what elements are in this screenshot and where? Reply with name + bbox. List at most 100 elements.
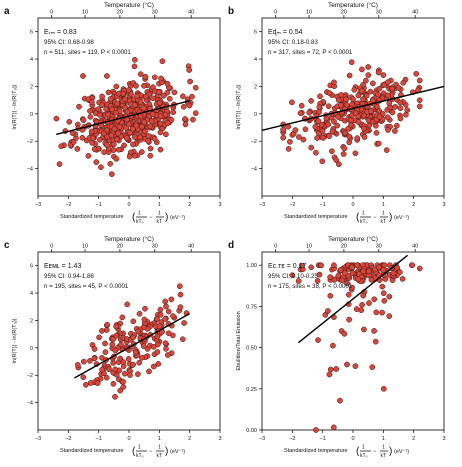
data-point — [416, 77, 423, 84]
stats-line: Eᴇᴍʟ = 1.43 — [44, 263, 81, 270]
data-point — [366, 300, 372, 306]
data-point — [147, 145, 154, 152]
x-tick-label: 1 — [382, 202, 385, 208]
data-point — [96, 136, 103, 143]
top-tick-label: 30 — [376, 244, 382, 250]
data-point — [142, 305, 148, 312]
data-point — [135, 371, 141, 377]
y-tick-label: 6 — [30, 30, 33, 36]
x-axis-label: Standardized temperature — [60, 214, 124, 220]
data-point — [334, 122, 341, 129]
data-point — [320, 135, 327, 141]
data-point — [66, 118, 73, 125]
data-point — [135, 328, 142, 335]
x-tick-label: 0 — [351, 202, 354, 208]
data-point — [371, 296, 378, 303]
data-point — [162, 298, 169, 305]
x-axis-fraction-numerator: 1 — [362, 211, 365, 217]
x-axis-fraction-numerator: 1 — [158, 211, 161, 217]
data-point — [306, 109, 313, 116]
data-point — [350, 96, 356, 103]
data-point — [88, 128, 95, 135]
data-point — [157, 129, 164, 136]
top-tick-label: 30 — [376, 10, 382, 16]
data-point — [115, 90, 122, 97]
x-axis-fraction-numerator: 1 — [382, 211, 385, 217]
top-tick-label: 20 — [341, 10, 347, 16]
y-tick-label: 4 — [254, 57, 257, 63]
data-point — [157, 113, 164, 120]
x-tick-label: −3 — [259, 202, 265, 208]
data-point — [104, 73, 110, 79]
x-tick-label: 3 — [442, 202, 445, 208]
data-point — [120, 384, 127, 390]
stats-line: n = 175, sites = 38, P < 0.0001 — [268, 283, 353, 290]
x-axis-fraction-denominator: kT₀ — [360, 219, 368, 225]
y-tick-label: 6 — [30, 264, 33, 270]
data-point — [361, 112, 367, 119]
data-point — [319, 158, 326, 165]
data-point — [376, 113, 383, 120]
x-axis-fraction-denominator: kT₀ — [136, 453, 144, 459]
regression-line — [261, 85, 445, 131]
y-tick-label: −2 — [251, 139, 257, 145]
data-point — [141, 119, 148, 125]
data-point — [289, 272, 296, 279]
x-axis-paren-close: ) — [389, 212, 392, 223]
data-point — [164, 352, 171, 358]
x-tick-label: 0 — [127, 436, 130, 442]
top-tick-label: 40 — [412, 10, 418, 16]
data-point — [413, 70, 420, 77]
stats-line: n = 511, sites = 119, P < 0.0001 — [44, 49, 131, 56]
data-point — [113, 83, 120, 90]
x-tick-label: 0 — [351, 436, 354, 442]
data-point — [114, 100, 121, 107]
data-point — [130, 334, 137, 341]
data-point — [289, 99, 295, 106]
data-point — [337, 267, 344, 273]
data-point — [385, 127, 391, 133]
data-point — [104, 142, 110, 148]
data-point — [308, 144, 315, 151]
data-point — [346, 316, 352, 323]
data-point — [416, 103, 423, 110]
data-point — [397, 105, 404, 112]
data-point — [319, 128, 326, 134]
data-point — [108, 132, 115, 139]
data-point — [105, 111, 112, 118]
data-point — [384, 114, 391, 121]
data-point — [358, 87, 365, 94]
data-point — [337, 102, 344, 109]
data-point — [316, 271, 323, 278]
data-point — [136, 359, 143, 366]
x-axis-label: Standardized temperature — [284, 448, 348, 454]
data-point — [142, 128, 148, 135]
data-point — [124, 301, 130, 308]
y-axis-label: ln(R(T)) - ln(R(T₀)) — [236, 84, 242, 129]
data-point — [329, 128, 336, 135]
y-tick-label: −2 — [27, 139, 33, 145]
data-point — [80, 73, 86, 79]
x-tick-label: −3 — [35, 202, 41, 208]
data-point — [130, 141, 136, 148]
data-point — [359, 66, 365, 73]
data-point — [106, 366, 112, 373]
x-tick-label: −1 — [320, 436, 326, 442]
data-point — [354, 262, 361, 269]
panel-letter: b — [228, 6, 234, 17]
data-point — [380, 290, 387, 297]
data-point — [93, 159, 100, 165]
data-point — [124, 116, 130, 123]
data-point — [337, 397, 343, 404]
data-point — [108, 171, 115, 177]
x-tick-label: 3 — [442, 436, 445, 442]
data-point — [280, 134, 287, 141]
data-point — [147, 123, 154, 129]
x-axis-paren-close: ) — [165, 446, 168, 457]
data-point — [104, 321, 111, 328]
data-point — [373, 130, 380, 136]
data-point — [158, 75, 164, 82]
data-point — [351, 86, 358, 93]
